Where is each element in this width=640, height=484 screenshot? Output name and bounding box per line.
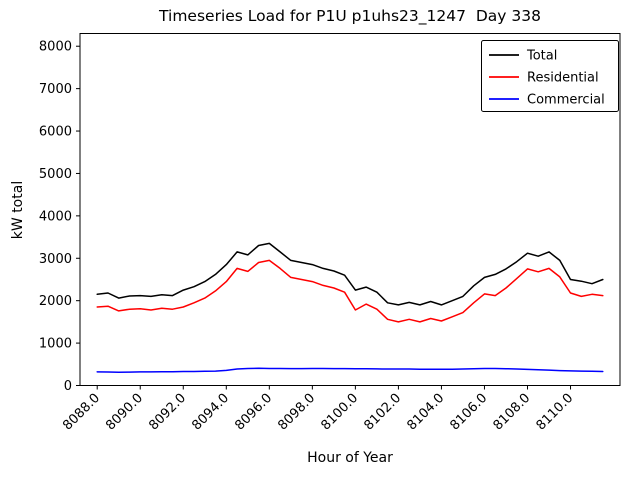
legend-label-residential: Residential xyxy=(527,71,599,86)
series-line-total xyxy=(96,242,604,306)
chart-title: Timeseries Load for P1U p1uhs23_1247 Day… xyxy=(158,7,541,26)
y-tick-label: 7000 xyxy=(39,82,72,97)
legend-label-total: Total xyxy=(526,49,557,64)
y-tick-label: 0 xyxy=(64,379,72,394)
y-axis-label: kW total xyxy=(10,181,26,239)
y-tick-label: 6000 xyxy=(39,125,72,140)
y-tick-label: 2000 xyxy=(39,294,72,309)
legend-frame xyxy=(481,40,619,112)
y-tick-label: 3000 xyxy=(39,252,72,267)
series-line-residential xyxy=(96,259,604,323)
legend: Total Residential Commercial xyxy=(481,40,619,112)
legend-label-commercial: Commercial xyxy=(527,93,605,108)
y-tick-label: 1000 xyxy=(39,337,72,352)
x-axis-label: Hour of Year xyxy=(307,450,393,466)
y-tick-label: 8000 xyxy=(39,40,72,55)
series-line-commercial xyxy=(96,367,604,374)
y-tick-label: 5000 xyxy=(39,167,72,182)
y-tick-label: 4000 xyxy=(39,209,72,224)
